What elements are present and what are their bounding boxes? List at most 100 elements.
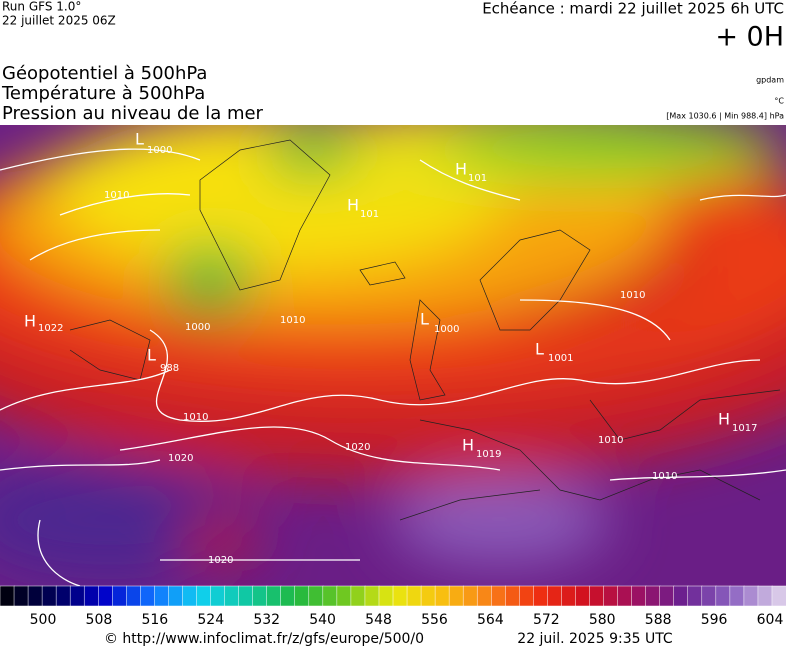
colorbar: 500 508 516 524 532 540 548 556 564 572 580 588 596 6… <box>0 585 786 628</box>
colorbar-swatch <box>0 585 15 607</box>
colorbar-label: 580 <box>589 612 616 628</box>
colorbar-swatch <box>448 585 464 607</box>
colorbar-label: 500 <box>30 612 57 628</box>
isobar-label: 1010 <box>280 315 305 326</box>
colorbar-swatch <box>462 585 478 607</box>
colorbar-label: 524 <box>197 612 224 628</box>
colorbar-swatch <box>406 585 422 607</box>
pressure-value: 1017 <box>732 423 757 434</box>
pressure-center: H <box>718 410 730 429</box>
pressure-center: L <box>135 130 144 149</box>
colorbar-swatch <box>224 585 240 607</box>
colorbar-swatch <box>687 585 703 607</box>
colorbar-swatch <box>645 585 661 607</box>
colorbar-swatch <box>392 585 408 607</box>
colorbar-swatch <box>631 585 647 607</box>
colorbar-label: 572 <box>533 612 560 628</box>
colorbar-swatch <box>350 585 366 607</box>
colorbar-swatch <box>434 585 450 607</box>
footer-source: © http://www.infoclimat.fr/z/gfs/europe/… <box>104 631 424 647</box>
isobar-label: 1010 <box>598 435 623 446</box>
unit: °C <box>774 97 784 106</box>
echeance: Echéance : mardi 22 juillet 2025 6h UTC <box>482 0 784 18</box>
colorbar-swatch <box>476 585 493 607</box>
colorbar-swatch <box>743 585 759 607</box>
colorbar-label: 604 <box>757 612 784 628</box>
pressure-value: 101 <box>360 209 379 220</box>
offset: + 0H <box>715 22 784 53</box>
isobar-label: 1010 <box>652 471 677 482</box>
colorbar-swatch <box>715 585 731 607</box>
colorbar-swatch <box>154 585 170 607</box>
legend-line: Température à 500hPa <box>1 83 205 104</box>
pressure-value: 1000 <box>147 145 172 156</box>
colorbar-swatch <box>140 585 156 607</box>
colorbar-swatch <box>168 585 184 607</box>
colorbar-label: 516 <box>141 612 168 628</box>
colorbar-swatch <box>378 585 394 607</box>
colorbar-swatch <box>182 585 198 607</box>
colorbar-swatch <box>757 585 773 607</box>
colorbar-label: 508 <box>86 612 113 628</box>
colorbar-swatch <box>13 585 29 607</box>
colorbar-label: 596 <box>701 612 728 628</box>
colorbar-swatch <box>659 585 675 607</box>
colorbar-swatch <box>238 585 254 607</box>
colorbar-swatch <box>505 585 521 607</box>
colorbar-swatch <box>771 585 786 607</box>
colorbar-swatch <box>308 585 324 607</box>
colorbar-swatch <box>112 585 128 607</box>
colorbar-swatch <box>729 585 745 607</box>
map: L 1000 H 101 H 101 H 1022 L 988 L 1000 L… <box>0 125 786 586</box>
colorbar-swatch <box>196 585 212 607</box>
colorbar-swatch <box>336 585 352 607</box>
pressure-value: 988 <box>160 363 179 374</box>
colorbar-swatch <box>294 585 310 607</box>
unit: [Max 1030.6 | Min 988.4] hPa <box>666 112 784 121</box>
colorbar-swatch <box>603 585 619 607</box>
colorbar-swatch <box>547 585 563 607</box>
isobar-label: 1010 <box>104 190 129 201</box>
colorbar-label: 532 <box>253 612 280 628</box>
colorbar-swatch <box>55 585 71 607</box>
isobar-label: 1010 <box>183 412 208 423</box>
run-date: 22 juillet 2025 06Z <box>2 14 116 28</box>
pressure-center: H <box>455 160 467 179</box>
colorbar-swatch <box>617 585 633 607</box>
colorbar-swatch <box>126 585 142 607</box>
colorbar-swatch <box>533 585 549 607</box>
pressure-center: H <box>347 196 359 215</box>
pressure-center: H <box>24 312 36 331</box>
unit: gpdam <box>756 76 784 85</box>
colorbar-swatch <box>589 585 605 607</box>
isobar-label: 1020 <box>168 453 193 464</box>
colorbar-swatch <box>701 585 717 607</box>
run: Run GFS 1.0° <box>2 0 81 14</box>
colorbar-swatch <box>280 585 296 607</box>
colorbar-label: 564 <box>477 612 504 628</box>
pressure-center: H <box>462 436 474 455</box>
colorbar-swatch <box>673 585 689 607</box>
colorbar-swatch <box>98 585 114 607</box>
colorbar-swatch <box>420 585 436 607</box>
pressure-value: 1000 <box>434 324 459 335</box>
colorbar-swatch <box>266 585 282 607</box>
colorbar-swatch <box>41 585 57 607</box>
legend-line: Géopotentiel à 500hPa <box>2 63 207 84</box>
pressure-value: 1022 <box>38 323 63 334</box>
colorbar-label: 548 <box>365 612 392 628</box>
isobar-label: 1000 <box>185 322 210 333</box>
pressure-value: 1019 <box>476 449 501 460</box>
colorbar-swatch <box>83 585 100 607</box>
colorbar-label: 556 <box>421 612 448 628</box>
pressure-value: 101 <box>468 173 487 184</box>
pressure-center: L <box>535 340 544 359</box>
colorbar-swatch <box>69 585 85 607</box>
pressure-center: L <box>420 310 429 329</box>
footer-date: 22 juil. 2025 9:35 UTC <box>517 631 673 647</box>
colorbar-swatch <box>519 585 535 607</box>
colorbar-swatch <box>364 585 380 607</box>
colorbar-label: 540 <box>309 612 336 628</box>
isobar-label: 1020 <box>345 442 370 453</box>
